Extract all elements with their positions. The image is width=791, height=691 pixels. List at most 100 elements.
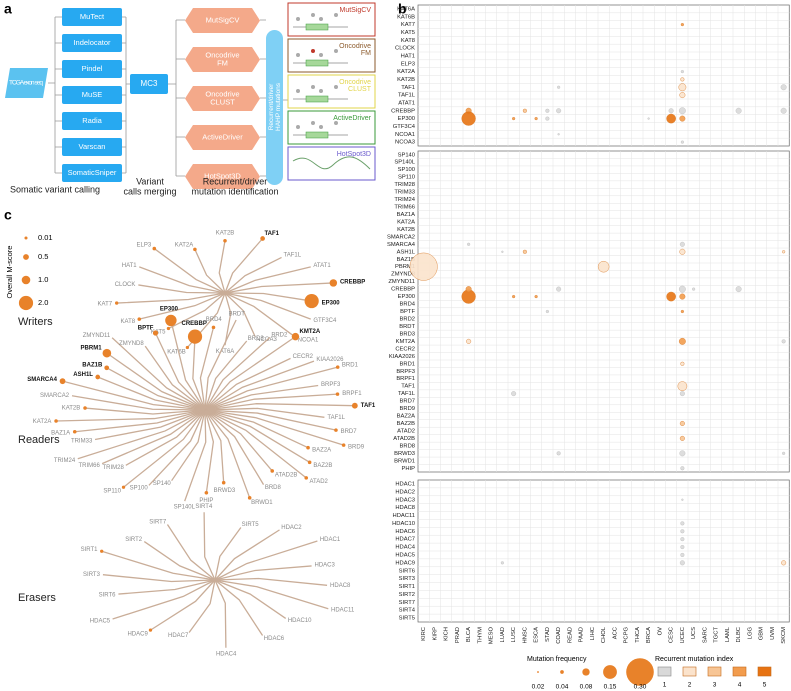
branch (118, 579, 216, 595)
bubble (679, 92, 686, 99)
leaf-label: SP140L (174, 505, 196, 511)
mscore-dot (83, 406, 87, 410)
bubble (511, 391, 517, 397)
column-label: LUAD (500, 627, 506, 642)
branch (204, 409, 337, 431)
column-label: SARC (702, 627, 708, 643)
branch (168, 292, 226, 330)
gene-label: TAF1L (398, 391, 416, 397)
branch (138, 284, 226, 294)
branch (214, 579, 329, 610)
legend-bubble (537, 671, 539, 673)
gene-label: HDAC1 (395, 481, 415, 487)
legend-label: 0.5 (38, 252, 48, 261)
branch (204, 409, 225, 483)
gene-label: BRD8 (400, 443, 415, 449)
legend-label: 0.01 (38, 233, 53, 242)
tool-hexagon (185, 125, 260, 150)
bubble (680, 309, 684, 314)
bubble (680, 529, 685, 534)
column-label: UCEC (680, 627, 686, 643)
gene-label: BRD1 (400, 361, 415, 367)
branch (204, 336, 271, 411)
bubble (680, 23, 684, 27)
leaf-label: BPTF (138, 325, 154, 331)
mscore-dot (306, 445, 310, 450)
branch (84, 407, 206, 415)
gene-label: HDAC5 (395, 552, 415, 558)
leaf-label: KAT2A (175, 242, 194, 248)
caller-label: MuSE (82, 90, 102, 99)
legend-label: 0.08 (580, 684, 593, 691)
tool-panel-title: MutSigCV (339, 7, 371, 14)
gene-label: TRIM24 (394, 197, 415, 203)
column-label: GBM (759, 627, 765, 640)
leaf-label: ATAD2B (275, 473, 297, 479)
mscore-dot (335, 392, 340, 396)
column-label: ESCA (534, 627, 540, 643)
group-label: Writers (18, 316, 53, 328)
gene-label: SIRT4 (399, 608, 416, 614)
caller-label: SomaticSniper (68, 168, 117, 177)
leaf-label: ATAD2 (309, 479, 328, 485)
tool-label: ActiveDriver (202, 132, 243, 141)
leaf-label: SMARCA2 (40, 393, 70, 399)
gene-label: HDAC4 (395, 545, 415, 551)
leaf-label: ELP3 (137, 242, 152, 248)
gene-label: SIRT2 (399, 592, 415, 598)
column-label: KIRP (432, 627, 438, 641)
leaf-label: TRIM28 (103, 465, 125, 471)
legend-bubble (603, 665, 617, 679)
gene-label: EP300 (398, 116, 415, 122)
branch (199, 327, 215, 411)
column-label: PRAD (455, 627, 461, 643)
tool-label: HotSpot3D (204, 171, 241, 180)
branch (204, 393, 338, 411)
branch (204, 384, 319, 411)
legend-swatch (732, 666, 747, 677)
mscore-dot (95, 374, 101, 380)
column-label: KIRC (421, 627, 427, 641)
tool-label: Oncodrive (205, 50, 239, 59)
caller-box (62, 60, 122, 78)
mscore-dot (193, 247, 197, 252)
mscore-dot (185, 345, 190, 350)
mscore-dot (152, 246, 157, 251)
mscore-dot (204, 491, 209, 495)
mutation-dot (334, 49, 338, 53)
tool-panel-title: Oncodrive (339, 43, 371, 50)
branch (204, 409, 251, 499)
gene-label: CREBBP (391, 108, 415, 114)
gene-label: ZMYND8 (391, 272, 415, 278)
domain (305, 59, 329, 67)
branch (204, 336, 296, 411)
flow-arrows (48, 16, 288, 177)
gene-label: BRPF3 (396, 369, 415, 375)
branch (214, 577, 328, 586)
bubble (556, 286, 562, 292)
mutation-dot (296, 89, 300, 93)
column-label: PCPG (624, 627, 630, 644)
gene-label: SIRT1 (399, 584, 415, 590)
leaf-label: ATAT1 (313, 263, 331, 269)
leaf-label: BRD3 (248, 336, 265, 342)
branch (166, 524, 216, 581)
bubble (680, 466, 685, 471)
branch (74, 409, 206, 433)
caller-label: MuTect (80, 12, 105, 21)
gene-label: SIRT3 (399, 576, 415, 582)
bubble (668, 108, 674, 114)
leaf-label: TRIM24 (54, 458, 76, 464)
leaf-label: SP100 (130, 486, 149, 492)
gene-label: KAT2B (397, 227, 415, 233)
branch (97, 376, 206, 411)
branch (171, 409, 206, 482)
leaf-label: SIRT5 (242, 522, 260, 528)
leaf-label: KAT5 (151, 330, 166, 336)
tool-panel-title: HotSpot3D (337, 151, 371, 158)
bubble (534, 117, 538, 121)
leaf-label: TAF1L (283, 253, 301, 259)
mutation-dot (319, 53, 323, 57)
legend-label: 0.02 (532, 684, 545, 691)
